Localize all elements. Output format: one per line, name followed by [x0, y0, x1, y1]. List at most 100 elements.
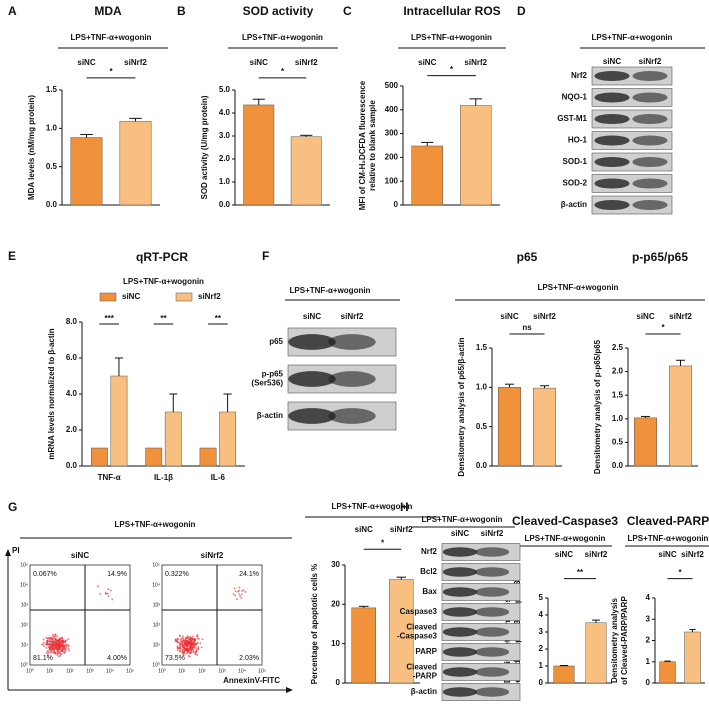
- blot-row-label: -Caspase3: [397, 632, 438, 641]
- category-label: siNC: [250, 58, 268, 67]
- y-tick-label: 10: [331, 639, 340, 648]
- y-tick-label: 5.0: [219, 85, 231, 94]
- category-label: siNC: [77, 58, 95, 67]
- y-tick-label: 10⁰: [20, 662, 28, 668]
- event-dot: [186, 641, 189, 644]
- event-dot: [64, 641, 67, 644]
- event-dot: [59, 654, 62, 657]
- event-dot: [176, 639, 179, 642]
- event-dot: [190, 639, 193, 642]
- blot-band: [594, 113, 630, 125]
- blot-band: [474, 587, 510, 597]
- category-label: siNC: [355, 525, 373, 534]
- arrow-head: [286, 687, 293, 693]
- blot-band: [328, 371, 376, 387]
- y-tick-label: 8.0: [66, 317, 78, 326]
- panel-label: H: [400, 500, 409, 514]
- event-dot: [53, 637, 56, 640]
- event-dot: [189, 636, 192, 639]
- event-dot: [194, 653, 197, 656]
- event-dot: [233, 587, 236, 590]
- blot-header: LPS+TNF-α+wogonin: [422, 515, 503, 524]
- event-dot: [56, 654, 59, 656]
- bar: [459, 105, 492, 206]
- y-tick-label: 0: [336, 678, 341, 687]
- legend-label: siNC: [122, 292, 140, 301]
- group-label: LPS+TNF-α+wogonin: [538, 283, 619, 292]
- blot-band: [288, 408, 336, 424]
- y-axis-label: Percentage of apoptotic cells %: [310, 564, 319, 684]
- bar: [634, 417, 657, 467]
- event-dot: [60, 637, 63, 639]
- event-dot: [109, 589, 112, 592]
- flow-header: LPS+TNF-α+wogonin: [115, 520, 196, 529]
- event-dot: [46, 641, 49, 644]
- y-tick-label: 4.0: [66, 389, 78, 398]
- chart-title: Cleaved-Caspase3: [512, 514, 618, 528]
- event-dot: [99, 593, 102, 595]
- blot-band: [328, 408, 376, 424]
- event-dot: [178, 641, 181, 644]
- bar: [70, 137, 103, 206]
- event-dot: [201, 638, 204, 641]
- blot-row-label: PARP: [415, 647, 437, 656]
- event-dot: [43, 645, 46, 648]
- blot-band: [474, 687, 510, 697]
- event-dot: [60, 653, 63, 656]
- blot-band: [328, 334, 376, 350]
- y-tick-label: 0.5: [612, 438, 624, 447]
- y-tick-label: 10⁰: [152, 662, 160, 668]
- y-tick-label: 4: [646, 593, 651, 602]
- event-dot: [46, 654, 49, 657]
- event-dot: [179, 649, 182, 652]
- quadrant-value: 0.067%: [33, 571, 57, 578]
- blot-row-label: HO-1: [568, 136, 588, 145]
- event-dot: [188, 637, 191, 640]
- event-dot: [188, 642, 190, 645]
- event-dot: [62, 639, 65, 642]
- category-label: siNrf2: [681, 550, 704, 559]
- event-dot: [56, 635, 58, 638]
- chart-title: SOD activity: [243, 4, 314, 18]
- event-dot: [185, 648, 188, 651]
- group-label: LPS+TNF-α+wogonin: [71, 33, 152, 42]
- event-dot: [197, 647, 200, 650]
- event-dot: [196, 637, 199, 640]
- event-dot: [195, 650, 198, 653]
- blot-band: [442, 687, 478, 697]
- event-dot: [184, 638, 187, 641]
- event-dot: [181, 635, 184, 638]
- bar: [389, 579, 414, 684]
- chart-title: Cleaved-PARP: [627, 514, 709, 528]
- y-tick-label: 0.5: [46, 162, 58, 171]
- event-dot: [199, 642, 202, 645]
- event-dot: [236, 598, 238, 601]
- blot-band: [288, 334, 336, 350]
- event-dot: [183, 644, 186, 647]
- blot-band: [632, 199, 668, 211]
- y-tick-label: 10⁴: [152, 582, 160, 588]
- blot-band: [474, 647, 510, 657]
- category-label: siNrf2: [295, 58, 318, 67]
- event-dot: [183, 649, 186, 652]
- event-dot: [187, 655, 190, 657]
- event-dot: [240, 593, 243, 596]
- y-tick-label: 2.5: [612, 343, 624, 352]
- blot-band: [632, 92, 668, 103]
- y-tick-label: 1: [646, 657, 651, 666]
- event-dot: [64, 649, 67, 652]
- y-axis-label: Densitometry analysis: [610, 597, 619, 682]
- event-dot: [105, 592, 108, 595]
- y-tick-label: 20: [331, 599, 340, 608]
- y-tick-label: 3.0: [219, 131, 231, 140]
- blot-band: [632, 178, 668, 189]
- event-dot: [186, 650, 189, 653]
- event-dot: [51, 648, 54, 650]
- event-dot: [45, 643, 48, 646]
- x-tick-label: 10²: [198, 668, 206, 674]
- event-dot: [200, 646, 203, 649]
- y-tick-label: 2: [646, 636, 651, 645]
- lane-label: siNC: [451, 529, 469, 538]
- event-dot: [176, 649, 179, 652]
- blot-band: [632, 70, 668, 82]
